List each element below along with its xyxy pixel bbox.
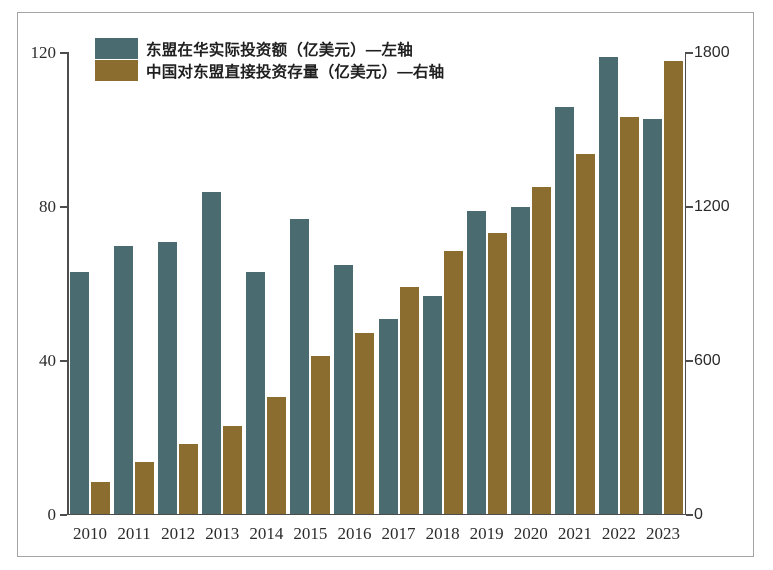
bar-2019-china-odi xyxy=(487,232,507,515)
legend-label-right-series: 中国对东盟直接投资存量（亿美元）—右轴 xyxy=(146,63,445,81)
bar-2015-china-odi xyxy=(311,355,331,515)
left-axis-tick-0 xyxy=(60,514,67,516)
left-axis-tick-label-80: 80 xyxy=(39,196,56,216)
bar-2020-china-odi xyxy=(531,186,551,515)
bar-2021-asean-fdi xyxy=(554,106,574,515)
x-axis-label-2017: 2017 xyxy=(381,524,416,543)
bar-2023-china-odi xyxy=(663,60,683,515)
bar-2018-china-odi xyxy=(443,250,463,515)
bar-2017-asean-fdi xyxy=(378,318,398,515)
x-axis-label-2020: 2020 xyxy=(513,524,548,543)
bar-2022-asean-fdi xyxy=(598,56,618,515)
x-axis-label-2018: 2018 xyxy=(425,524,460,543)
left-axis-tick-80 xyxy=(60,206,67,208)
x-axis-label-2011: 2011 xyxy=(117,524,151,543)
right-axis-tick-600 xyxy=(686,360,693,362)
left-axis-tick-40 xyxy=(60,360,67,362)
right-axis-tick-0 xyxy=(686,514,693,516)
bar-2014-china-odi xyxy=(267,396,287,515)
bar-2018-asean-fdi xyxy=(422,295,442,515)
bar-2010-china-odi xyxy=(91,481,111,515)
left-axis-tick-120 xyxy=(60,52,67,54)
right-axis-tick-1800 xyxy=(686,52,693,54)
x-axis-label-2022: 2022 xyxy=(601,524,636,543)
right-axis-tick-label-0: 0 xyxy=(694,505,703,523)
bar-2012-china-odi xyxy=(179,444,199,515)
bar-2022-china-odi xyxy=(619,117,639,515)
plot-area xyxy=(68,53,685,515)
bar-2011-china-odi xyxy=(135,462,155,515)
x-axis-line xyxy=(67,513,686,516)
x-axis-label-2013: 2013 xyxy=(205,524,240,543)
bar-2012-asean-fdi xyxy=(158,241,178,515)
x-axis-label-2015: 2015 xyxy=(293,524,328,543)
x-axis-label-2012: 2012 xyxy=(161,524,196,543)
bar-2017-china-odi xyxy=(399,286,419,515)
right-axis-tick-label-600: 600 xyxy=(694,351,721,369)
bar-2013-asean-fdi xyxy=(202,191,222,515)
left-axis-tick-label-40: 40 xyxy=(39,350,56,370)
x-axis-label-2021: 2021 xyxy=(557,524,592,543)
legend: 东盟在华实际投资额（亿美元）—左轴 中国对东盟直接投资存量（亿美元）—右轴 xyxy=(95,38,444,81)
bar-2014-asean-fdi xyxy=(246,272,266,515)
legend-swatch-china-odi-icon xyxy=(95,60,138,81)
right-axis-tick-1200 xyxy=(686,206,693,208)
bar-2016-china-odi xyxy=(355,332,375,515)
x-axis-label-2019: 2019 xyxy=(469,524,504,543)
bar-2011-asean-fdi xyxy=(114,245,134,515)
left-axis-tick-label-0: 0 xyxy=(47,504,57,524)
right-axis-tick-label-1200: 1200 xyxy=(694,197,730,215)
x-axis-label-2023: 2023 xyxy=(645,524,680,543)
legend-swatch-asean-fdi-icon xyxy=(95,38,138,59)
legend-label-left-series: 东盟在华实际投资额（亿美元）—左轴 xyxy=(146,41,413,59)
bar-2015-asean-fdi xyxy=(290,218,310,515)
legend-item-left-series: 东盟在华实际投资额（亿美元）—左轴 xyxy=(95,38,444,59)
left-y-axis-line xyxy=(67,52,69,515)
right-axis-tick-label-1800: 1800 xyxy=(694,43,730,61)
bar-2013-china-odi xyxy=(223,426,243,515)
bar-2010-asean-fdi xyxy=(70,272,90,515)
x-axis-label-2014: 2014 xyxy=(249,524,284,543)
right-y-axis-line xyxy=(684,52,687,515)
x-axis-label-2010: 2010 xyxy=(73,524,108,543)
bar-2019-asean-fdi xyxy=(466,210,486,515)
bar-2020-asean-fdi xyxy=(510,207,530,515)
left-axis-tick-label-120: 120 xyxy=(30,42,57,62)
legend-item-right-series: 中国对东盟直接投资存量（亿美元）—右轴 xyxy=(95,60,444,81)
bar-2021-china-odi xyxy=(575,154,595,515)
x-axis-label-2016: 2016 xyxy=(337,524,372,543)
bar-2016-asean-fdi xyxy=(334,264,354,515)
bar-2023-asean-fdi xyxy=(642,118,662,515)
